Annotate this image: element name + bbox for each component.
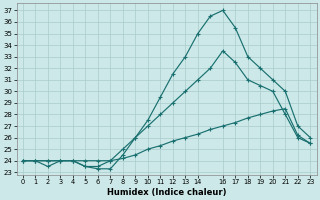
X-axis label: Humidex (Indice chaleur): Humidex (Indice chaleur) [107,188,226,197]
